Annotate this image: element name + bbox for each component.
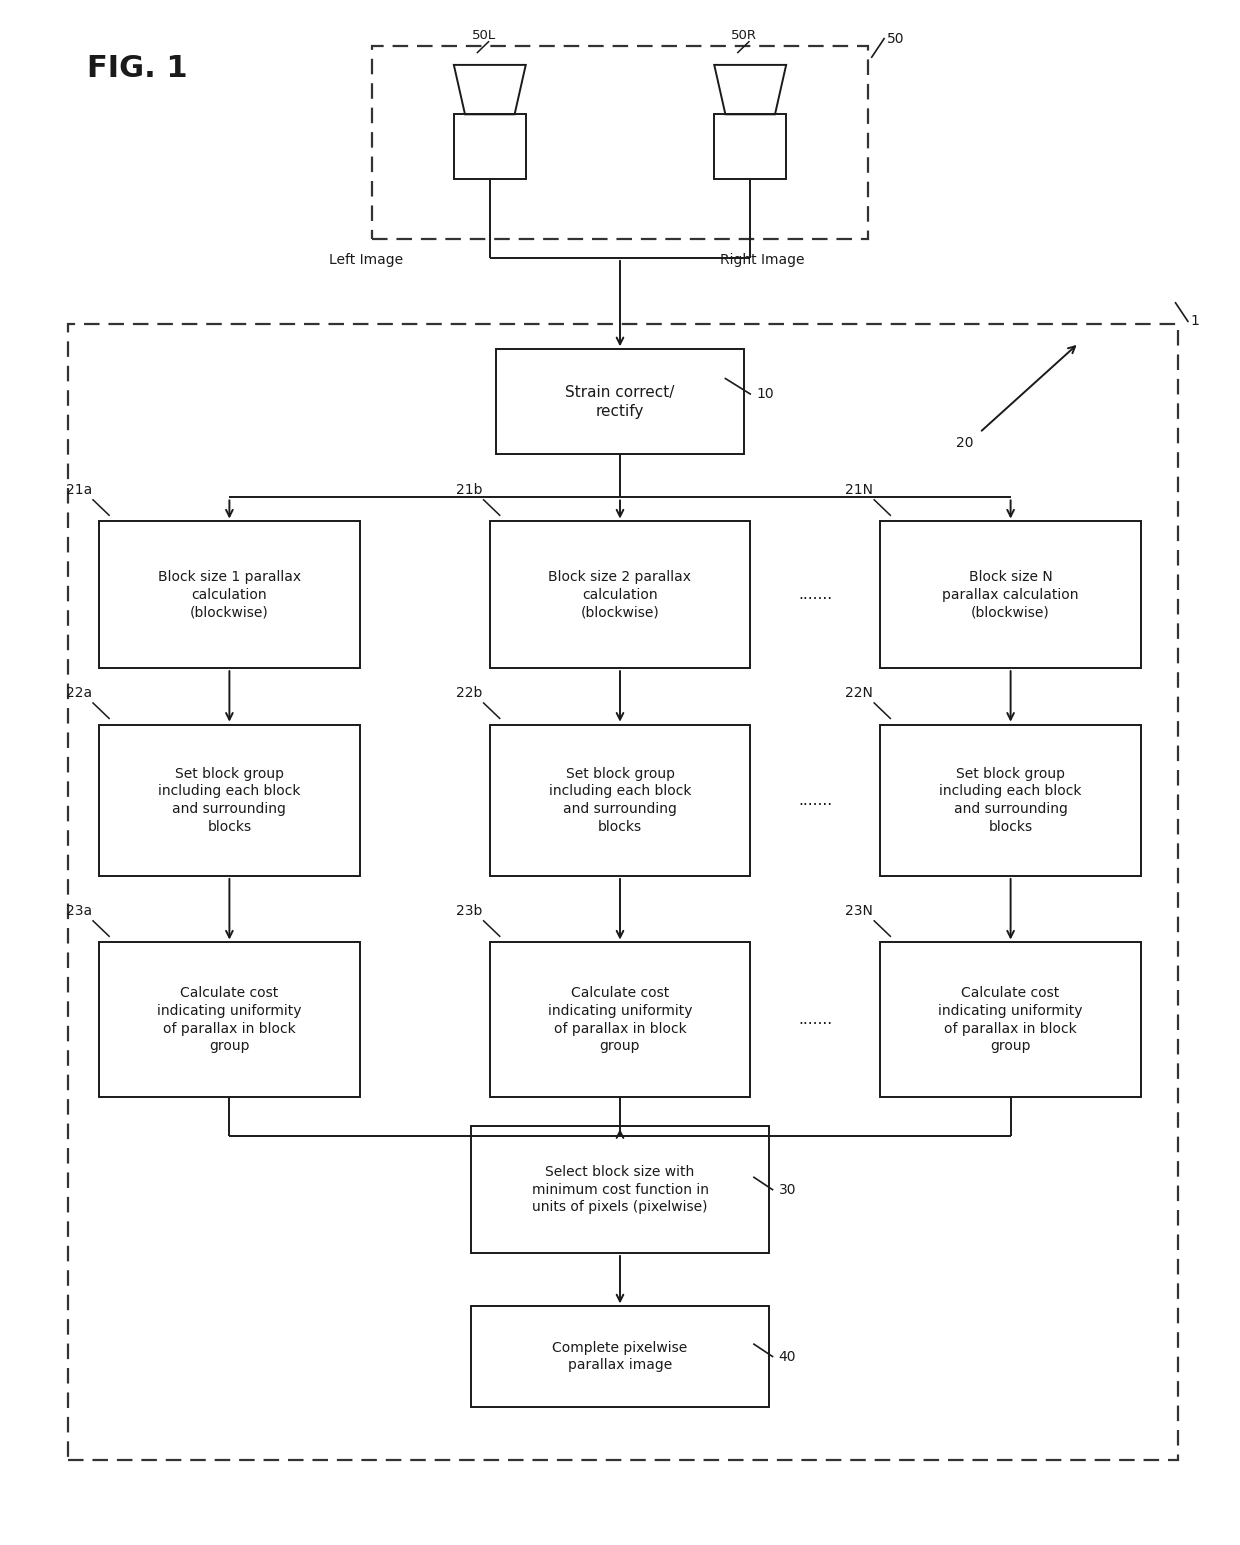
Text: Calculate cost
indicating uniformity
of parallax in block
group: Calculate cost indicating uniformity of … bbox=[548, 986, 692, 1054]
Text: 21N: 21N bbox=[844, 482, 873, 497]
Text: Complete pixelwise
parallax image: Complete pixelwise parallax image bbox=[552, 1341, 688, 1372]
Text: 20: 20 bbox=[956, 436, 973, 451]
Text: Set block group
including each block
and surrounding
blocks: Set block group including each block and… bbox=[940, 766, 1081, 834]
Text: .......: ....... bbox=[799, 587, 832, 603]
Text: Select block size with
minimum cost function in
units of pixels (pixelwise): Select block size with minimum cost func… bbox=[532, 1165, 708, 1214]
Text: 22b: 22b bbox=[456, 686, 482, 700]
Text: Right Image: Right Image bbox=[720, 253, 805, 267]
Text: Strain correct/
rectify: Strain correct/ rectify bbox=[565, 385, 675, 419]
Text: 21a: 21a bbox=[66, 482, 92, 497]
Text: .......: ....... bbox=[799, 793, 832, 808]
Text: 50: 50 bbox=[887, 31, 904, 46]
Text: Block size 2 parallax
calculation
(blockwise): Block size 2 parallax calculation (block… bbox=[548, 570, 692, 620]
Text: 23b: 23b bbox=[456, 904, 482, 918]
Text: Set block group
including each block
and surrounding
blocks: Set block group including each block and… bbox=[549, 766, 691, 834]
Text: Calculate cost
indicating uniformity
of parallax in block
group: Calculate cost indicating uniformity of … bbox=[939, 986, 1083, 1054]
Text: 23a: 23a bbox=[66, 904, 92, 918]
Text: 22N: 22N bbox=[846, 686, 873, 700]
Text: 40: 40 bbox=[779, 1349, 796, 1364]
Text: 30: 30 bbox=[779, 1182, 796, 1197]
Text: Block size 1 parallax
calculation
(blockwise): Block size 1 parallax calculation (block… bbox=[157, 570, 301, 620]
Text: Calculate cost
indicating uniformity
of parallax in block
group: Calculate cost indicating uniformity of … bbox=[157, 986, 301, 1054]
Text: Set block group
including each block
and surrounding
blocks: Set block group including each block and… bbox=[159, 766, 300, 834]
Text: Left Image: Left Image bbox=[329, 253, 403, 267]
Text: Block size N
parallax calculation
(blockwise): Block size N parallax calculation (block… bbox=[942, 570, 1079, 620]
Text: 1: 1 bbox=[1190, 314, 1199, 329]
Text: FIG. 1: FIG. 1 bbox=[87, 54, 187, 83]
Text: 23N: 23N bbox=[846, 904, 873, 918]
Text: 50R: 50R bbox=[732, 29, 756, 42]
Text: 50L: 50L bbox=[471, 29, 496, 42]
Text: 21b: 21b bbox=[456, 482, 482, 497]
Text: 22a: 22a bbox=[66, 686, 92, 700]
Text: 10: 10 bbox=[756, 386, 774, 402]
Text: .......: ....... bbox=[799, 1012, 832, 1027]
